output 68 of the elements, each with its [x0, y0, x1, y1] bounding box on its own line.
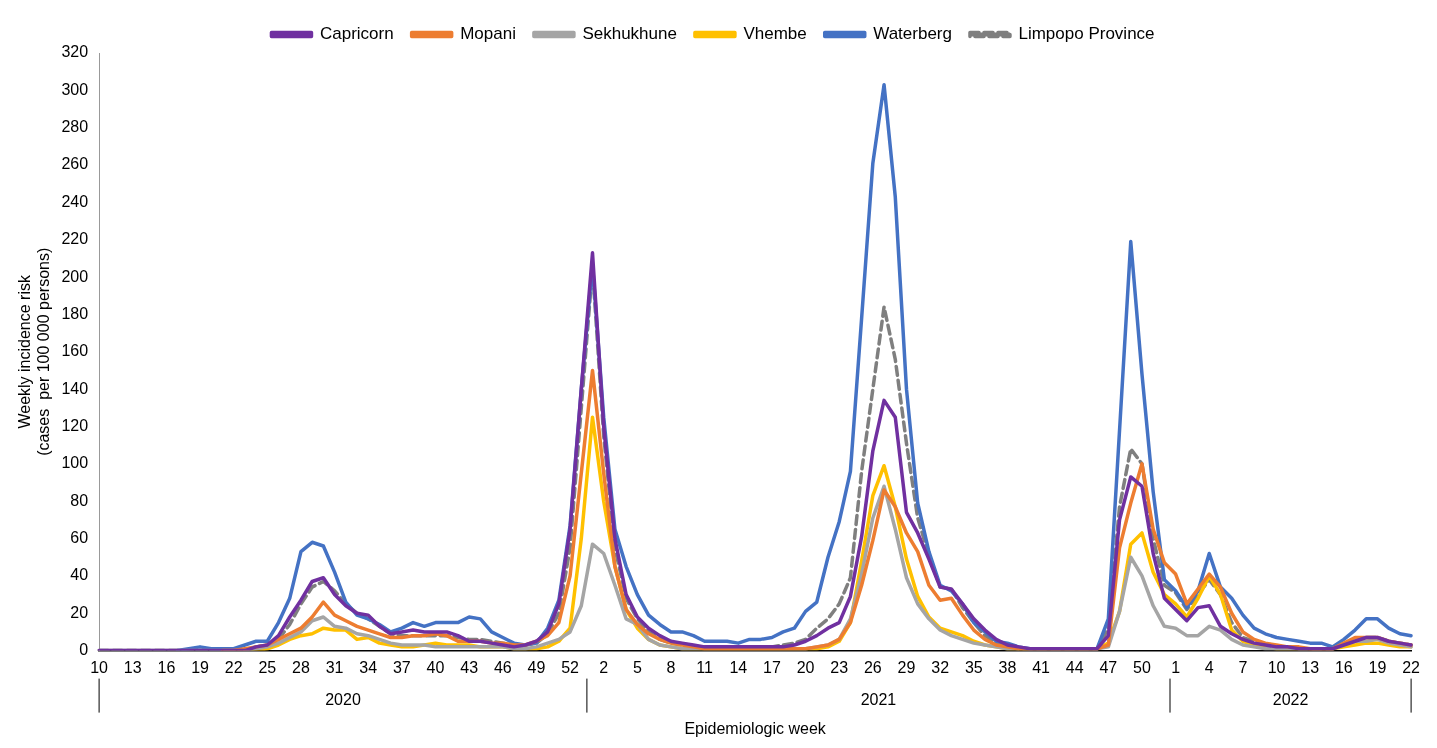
y-axis-title: Weekly incidence risk (cases per 100 000 persons): [16, 247, 53, 456]
x-tick-label: 19: [1368, 658, 1387, 676]
x-tick-label: 41: [1032, 658, 1051, 676]
y-tick-label: 100: [61, 454, 89, 472]
x-tick-label: 13: [123, 658, 142, 676]
x-tick-label: 52: [561, 658, 580, 676]
x-tick-label: 10: [90, 658, 109, 676]
x-tick-label: 44: [1065, 658, 1084, 676]
y-tick-label: 180: [61, 304, 89, 322]
x-tick-label: 31: [325, 658, 344, 676]
y-tick-label: 120: [61, 416, 89, 434]
y-tick-label: 320: [61, 43, 89, 61]
text: 2022: [1272, 691, 1309, 709]
y-tick-label: 300: [61, 80, 89, 98]
x-tick-label: 37: [392, 658, 411, 676]
x-tick-label: 16: [1334, 658, 1353, 676]
legend-label: Sekhukhune: [582, 24, 677, 44]
x-tick-label: 35: [964, 658, 983, 676]
y-tick-label: 0: [79, 641, 89, 659]
y-tick-label: 20: [70, 603, 89, 621]
x-tick-label: 14: [729, 658, 748, 676]
x-tick-label: 19: [191, 658, 210, 676]
legend-label: Capricorn: [319, 24, 394, 44]
x-tick-label: 47: [1099, 658, 1118, 676]
x-tick-label: 7: [1238, 658, 1248, 676]
y-tick-label: 220: [61, 230, 89, 248]
x-tick-label: 49: [527, 658, 546, 676]
x-tick-label: 10: [1267, 658, 1286, 676]
y-tick-label: 160: [61, 342, 89, 360]
x-tick-label: 34: [359, 658, 378, 676]
x-tick-label: 2: [599, 658, 609, 676]
text: 2020: [325, 691, 361, 709]
x-tick-label: 23: [830, 658, 849, 676]
legend-label: Limpopo Province: [1018, 24, 1155, 44]
x-tick-label: 11: [696, 658, 714, 676]
y-tick-label: 60: [70, 528, 89, 546]
x-tick-label: 13: [1301, 658, 1320, 676]
x-tick-label: 32: [931, 658, 950, 676]
y-tick-label: 140: [61, 379, 89, 397]
x-tick-label: 43: [460, 658, 479, 676]
x-tick-label: 25: [258, 658, 277, 676]
x-tick-label: 5: [632, 658, 642, 676]
y-tick-label: 80: [70, 491, 89, 509]
y-tick-label: 200: [61, 267, 89, 285]
x-tick-label: 26: [863, 658, 882, 676]
x-tick-label: 38: [998, 658, 1017, 676]
x-axis-title: Epidemiologic week: [684, 719, 827, 737]
x-tick-label: 8: [666, 658, 676, 676]
x-tick-label: 16: [157, 658, 176, 676]
x-tick-label: 28: [292, 658, 310, 676]
legend-label: Vhembe: [743, 24, 807, 44]
x-tick-label: 50: [1133, 658, 1151, 676]
y-tick-label: 40: [70, 566, 89, 584]
x-tick-label: 20: [796, 658, 815, 676]
x-tick-label: 17: [763, 658, 781, 676]
x-tick-label: 22: [1402, 658, 1421, 676]
legend-label: Waterberg: [873, 24, 952, 44]
x-tick-label: 40: [426, 658, 445, 676]
x-tick-label: 22: [224, 658, 243, 676]
x-tick-label: 4: [1204, 658, 1214, 676]
y-tick-label: 260: [61, 155, 89, 173]
x-tick-label: 1: [1171, 658, 1181, 676]
x-tick-label: 29: [897, 658, 916, 676]
legend-label: Mopani: [460, 24, 516, 44]
text: 2021: [860, 691, 897, 709]
y-tick-label: 240: [61, 192, 89, 210]
y-tick-label: 280: [61, 118, 89, 136]
x-tick-label: 46: [493, 658, 512, 676]
